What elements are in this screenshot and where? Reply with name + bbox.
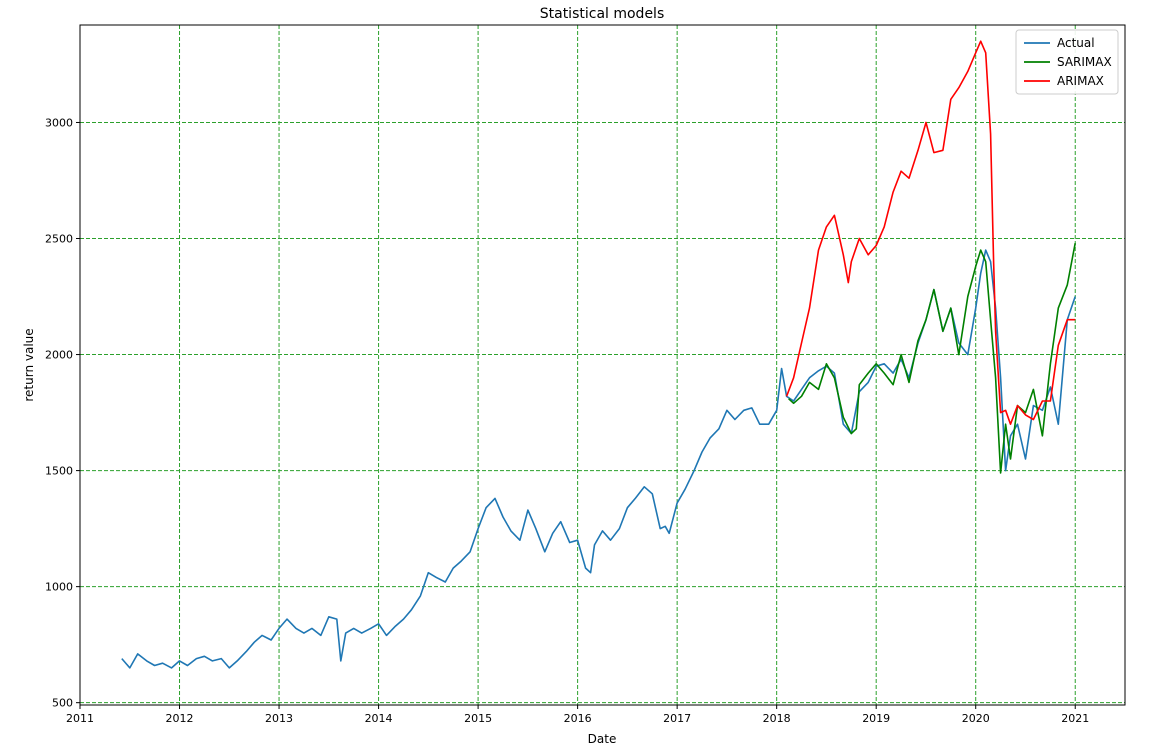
x-tick-label: 2016 (564, 712, 592, 725)
y-tick-label: 2000 (45, 349, 73, 362)
x-tick-label: 2011 (66, 712, 94, 725)
y-tick-label: 500 (52, 697, 73, 710)
x-tick-label: 2019 (862, 712, 890, 725)
x-axis-label: Date (588, 732, 617, 746)
x-tick-label: 2021 (1061, 712, 1089, 725)
x-axis-ticks: 2011 2012 2013 2014 2015 2016 2017 2018 2019 2020… (66, 705, 1089, 725)
y-tick-label: 1000 (45, 581, 73, 594)
legend-box (1015, 29, 1119, 95)
y-tick-label: 2500 (45, 233, 73, 246)
legend-label: ARIMAX (1057, 74, 1104, 88)
x-tick-label: 2012 (166, 712, 194, 725)
series-line-arimax (785, 40, 1076, 426)
x-tick-label: 2014 (365, 712, 393, 725)
y-tick-label: 3000 (45, 116, 73, 129)
legend: Actual SARIMAX ARIMAX (1015, 29, 1119, 95)
y-axis-label: return value (22, 328, 36, 401)
plot-background (80, 25, 1125, 705)
x-tick-label: 2017 (663, 712, 691, 725)
x-tick-label: 2020 (962, 712, 990, 725)
x-tick-label: 2013 (265, 712, 293, 725)
y-tick-label: 1500 (45, 465, 73, 478)
legend-label: Actual (1057, 36, 1095, 50)
series-layer (121, 40, 1076, 669)
legend-label: SARIMAX (1057, 55, 1112, 69)
x-tick-label: 2015 (464, 712, 492, 725)
plot-frame (79, 24, 1126, 706)
y-axis-ticks: 500 1000 1500 2000 2500 3000 (45, 116, 80, 710)
chart-title: Statistical models (540, 6, 665, 22)
x-tick-label: 2018 (763, 712, 791, 725)
